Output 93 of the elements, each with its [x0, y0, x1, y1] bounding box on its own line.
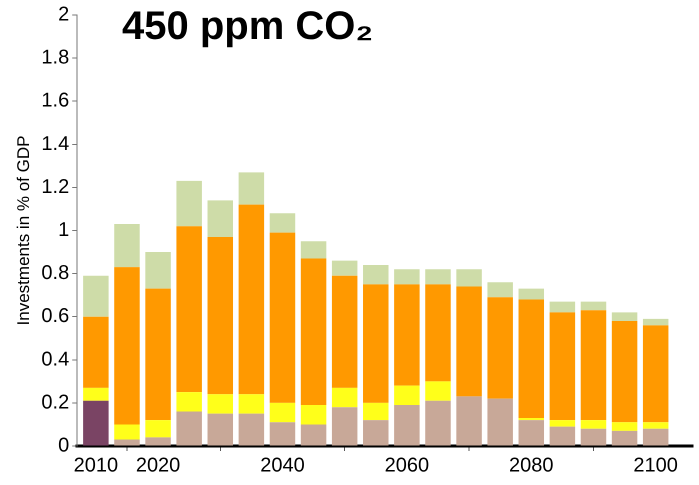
y-axis-title: Investments in % of GDP: [14, 136, 33, 326]
bar: [363, 264, 389, 284]
bar: [642, 422, 668, 429]
bar: [332, 260, 358, 276]
bar: [363, 402, 389, 420]
x-tick-label: 2080: [509, 454, 554, 477]
bar: [208, 394, 234, 414]
bar: [270, 213, 296, 233]
bar: [394, 386, 420, 406]
bar: [176, 412, 202, 446]
bar: [550, 302, 576, 312]
bar: [83, 400, 109, 446]
bar: [580, 302, 606, 310]
bar: [518, 299, 544, 418]
bar: [145, 288, 171, 420]
bar: [332, 388, 358, 408]
bar: [612, 422, 638, 431]
bar: [83, 388, 109, 401]
bar: [550, 312, 576, 420]
x-tick-label: 2010: [74, 454, 118, 477]
bar: [238, 172, 264, 205]
bar: [612, 430, 638, 446]
bar: [487, 282, 513, 298]
bar: [612, 321, 638, 422]
bar: [550, 426, 576, 446]
bar: [238, 414, 264, 446]
x-tick-label: 2040: [260, 454, 305, 477]
bar: [518, 418, 544, 420]
y-tick-label: 0.4: [41, 348, 70, 370]
bar: [176, 392, 202, 412]
bar: [456, 269, 482, 287]
bar: [425, 284, 451, 382]
bar: [208, 200, 234, 237]
bar: [270, 402, 296, 422]
bar: [487, 297, 513, 399]
bar: [300, 424, 326, 446]
bar: [518, 420, 544, 446]
bar: [300, 258, 326, 406]
bar: [456, 396, 482, 446]
bar: [300, 241, 326, 259]
bar: [425, 400, 451, 446]
bar: [394, 405, 420, 446]
bar: [270, 422, 296, 446]
bar: [145, 437, 171, 446]
bar: [114, 224, 140, 268]
y-tick-label: 1.4: [41, 132, 70, 155]
y-tick-label: 0: [58, 434, 70, 457]
bar: [580, 310, 606, 420]
y-tick-label: 0.2: [41, 391, 70, 414]
bar: [580, 428, 606, 446]
chart-title: 450 ppm CO₂: [122, 4, 374, 49]
y-tick-label: 1: [58, 219, 70, 242]
bar: [363, 420, 389, 446]
bar: [642, 325, 668, 422]
y-tick-label: 0.8: [41, 262, 70, 284]
y-tick-label: 1.6: [41, 90, 70, 112]
x-tick-label: 2020: [136, 454, 180, 477]
bar: [550, 420, 576, 427]
bar: [208, 414, 234, 446]
bar: [332, 407, 358, 446]
bar: [425, 269, 451, 284]
bar: [642, 318, 668, 326]
y-tick-label: 1.8: [41, 46, 70, 69]
bar: [270, 232, 296, 403]
bar: [176, 226, 202, 392]
bar: [83, 276, 109, 317]
bar: [208, 236, 234, 394]
bar: [612, 312, 638, 322]
bar: [332, 276, 358, 388]
bar: [238, 204, 264, 394]
bar: [114, 440, 140, 446]
bar: [425, 381, 451, 401]
bar: [518, 288, 544, 300]
bar: [394, 269, 420, 284]
y-tick-label: 1.2: [41, 176, 70, 198]
bar: [83, 316, 109, 388]
y-tick-label: 0.6: [41, 305, 70, 328]
bar: [300, 405, 326, 424]
x-tick-label: 2060: [384, 454, 430, 477]
bar: [487, 398, 513, 446]
bar: [114, 267, 140, 424]
bar: [145, 252, 171, 289]
bar: [145, 420, 171, 438]
bar: [580, 420, 606, 429]
bar: [176, 180, 202, 226]
bar: [394, 284, 420, 386]
bar: [238, 394, 264, 414]
bar: [363, 284, 389, 403]
x-tick-label: 2100: [633, 454, 678, 477]
bar: [456, 286, 482, 396]
y-tick-label: 2: [58, 4, 70, 26]
bar: [642, 428, 668, 446]
bar: [114, 424, 140, 440]
